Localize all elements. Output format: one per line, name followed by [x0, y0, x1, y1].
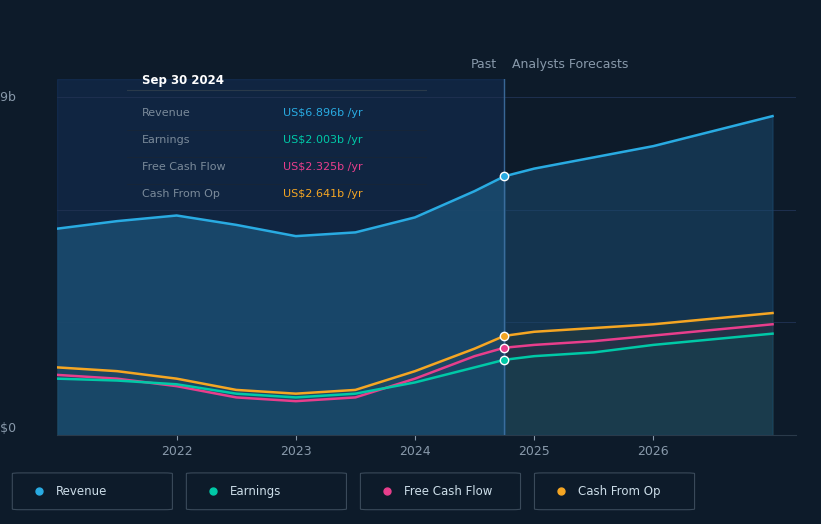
- Text: Free Cash Flow: Free Cash Flow: [142, 162, 226, 172]
- Text: Analysts Forecasts: Analysts Forecasts: [511, 59, 628, 71]
- Text: Past: Past: [471, 59, 497, 71]
- Text: US$6.896b /yr: US$6.896b /yr: [283, 108, 363, 118]
- Text: Cash From Op: Cash From Op: [142, 189, 220, 199]
- Text: US$2.003b /yr: US$2.003b /yr: [283, 135, 363, 145]
- Text: Sep 30 2024: Sep 30 2024: [142, 74, 224, 86]
- Bar: [57, 79, 504, 435]
- Text: Free Cash Flow: Free Cash Flow: [404, 485, 493, 498]
- Text: US$9b: US$9b: [0, 91, 17, 104]
- Text: Earnings: Earnings: [142, 135, 190, 145]
- Text: Revenue: Revenue: [142, 108, 191, 118]
- Text: Cash From Op: Cash From Op: [578, 485, 660, 498]
- Text: Revenue: Revenue: [56, 485, 108, 498]
- Text: US$0: US$0: [0, 422, 17, 435]
- Text: US$2.641b /yr: US$2.641b /yr: [283, 189, 363, 199]
- Text: Earnings: Earnings: [230, 485, 282, 498]
- Text: US$2.325b /yr: US$2.325b /yr: [283, 162, 363, 172]
